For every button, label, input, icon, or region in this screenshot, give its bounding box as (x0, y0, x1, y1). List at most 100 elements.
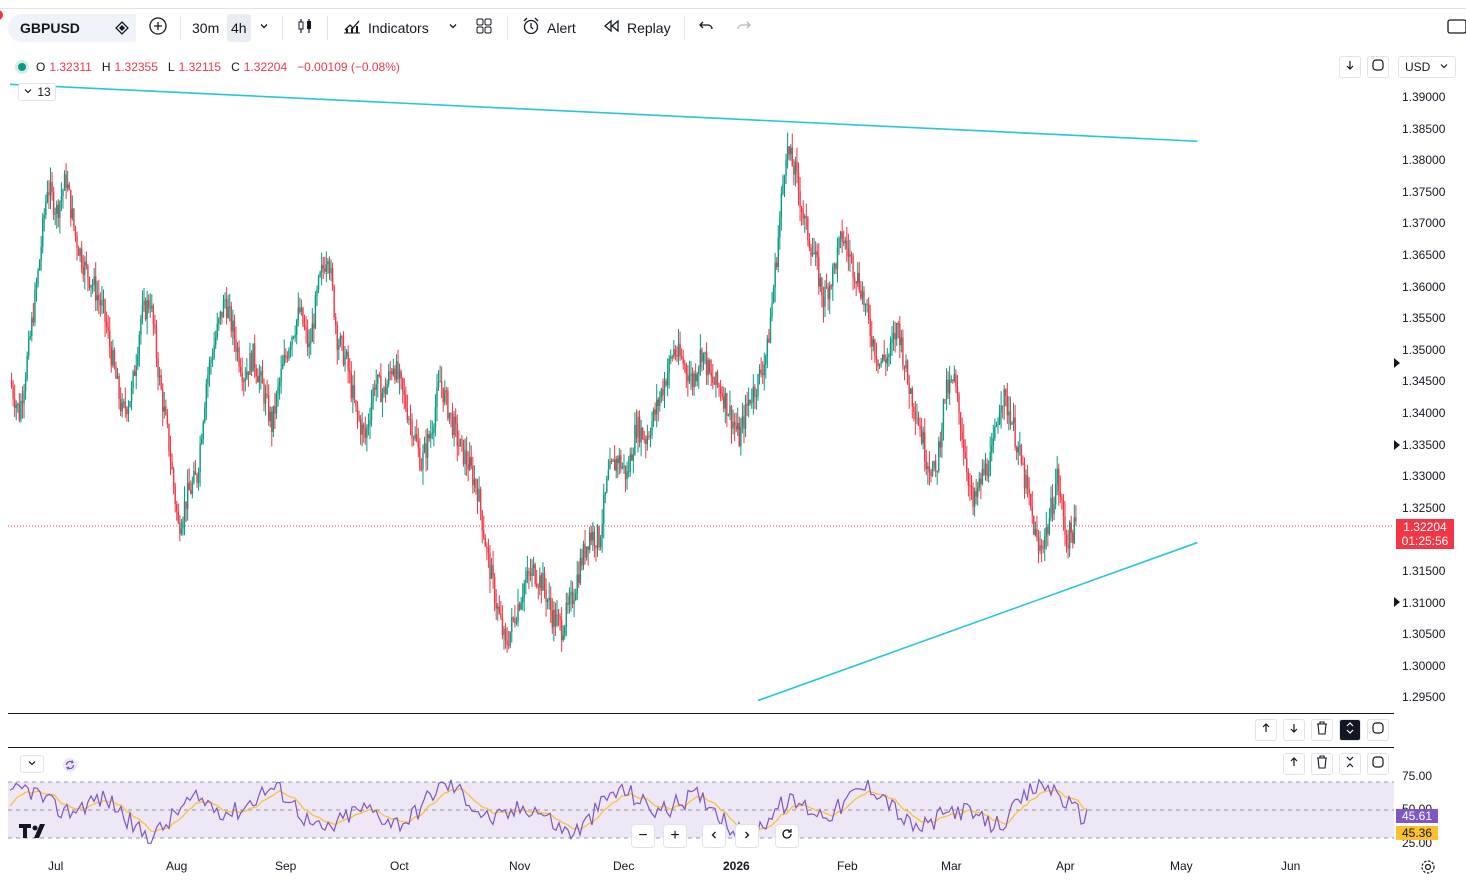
candle-body (76, 236, 78, 249)
alarm-clock-icon (521, 16, 541, 40)
diamond-icon[interactable] (114, 20, 130, 40)
candle-body (970, 485, 973, 488)
delete-pane-button[interactable] (1311, 719, 1333, 741)
trendline[interactable] (9, 83, 1198, 143)
rsi-delete-button[interactable] (1311, 753, 1333, 775)
candle-body (219, 311, 222, 319)
layouts-button[interactable] (474, 14, 494, 42)
candle-body (18, 403, 21, 420)
candle-body (1053, 504, 1055, 514)
candle-body (835, 263, 837, 270)
candle-body (841, 231, 843, 242)
candle-body (59, 201, 61, 218)
candle-body (373, 387, 376, 390)
candle-body (899, 323, 901, 346)
fullscreen-button[interactable] (1446, 14, 1466, 42)
candle-body (414, 434, 416, 439)
time-axis-label: 2026 (723, 859, 750, 873)
candle-body (127, 406, 130, 415)
candle-body (930, 472, 932, 477)
reset-chart-button[interactable] (775, 824, 799, 848)
candle-body (710, 372, 712, 377)
scroll-down-button[interactable] (1339, 56, 1361, 78)
candle-body (746, 403, 748, 406)
rsi-move-up-button[interactable] (1283, 753, 1305, 775)
scroll-right-button[interactable] (735, 824, 759, 848)
candle-body (324, 268, 326, 272)
candle-body (595, 546, 597, 548)
interval-dropdown-button[interactable] (258, 14, 270, 42)
rsi-maximize-button[interactable] (1367, 753, 1389, 775)
candle-body (356, 406, 359, 416)
interval-4h-button[interactable]: 4h (227, 14, 251, 42)
interval-30m-button[interactable]: 30m (192, 14, 219, 42)
rsi-source-icon[interactable] (62, 757, 78, 778)
indicators-dropdown-button[interactable] (447, 14, 459, 42)
candle-body (194, 471, 197, 475)
zoom-out-button[interactable]: − (631, 824, 655, 848)
candle-body (782, 183, 784, 194)
compare-add-button[interactable] (148, 14, 168, 42)
rsi-collapse-pane-button[interactable] (1339, 753, 1361, 775)
tradingview-logo[interactable] (18, 822, 52, 845)
candle-body (713, 382, 716, 385)
pane-divider[interactable] (8, 713, 1394, 714)
candle-body (172, 469, 175, 487)
maximize-pane-button[interactable] (1367, 56, 1389, 78)
candle-body (188, 482, 190, 491)
change-value: −0.00109 (−0.08%) (297, 60, 400, 74)
candle-body (531, 568, 533, 577)
zoom-in-button[interactable]: + (663, 824, 687, 848)
candle-body (913, 406, 915, 412)
candle-body (339, 336, 342, 345)
candle-body (119, 398, 122, 412)
legend-collapse-button[interactable]: 13 (18, 83, 56, 101)
candle-body (749, 399, 751, 404)
candle-body (922, 432, 924, 444)
pane-divider[interactable] (8, 747, 1394, 748)
candle-body (626, 471, 628, 480)
candle-body (556, 614, 558, 626)
settings-button[interactable] (1420, 859, 1436, 880)
candle-body (88, 277, 91, 288)
candle-body (599, 537, 602, 548)
candle-body (715, 372, 717, 385)
move-pane-up-button[interactable] (1255, 719, 1277, 741)
candle-body (249, 353, 251, 375)
candle-body (398, 371, 401, 379)
maximize-pane-button[interactable] (1367, 719, 1389, 741)
currency-select[interactable]: USD (1398, 56, 1456, 78)
candle-body (426, 434, 429, 458)
symbol-search-button[interactable]: GBPUSD (8, 14, 136, 42)
candle-body (906, 360, 909, 383)
candle-body (56, 204, 58, 214)
trendline[interactable] (757, 541, 1198, 702)
candle-body (40, 246, 42, 261)
candle-body (200, 439, 203, 444)
candle-body (816, 251, 818, 258)
chart-type-button[interactable] (295, 14, 315, 42)
candle-body (677, 343, 680, 357)
move-pane-down-button[interactable] (1283, 719, 1305, 741)
candle-body (649, 435, 652, 437)
replay-button[interactable]: Replay (601, 14, 671, 42)
candle-body (627, 471, 630, 473)
candle-body (503, 629, 505, 636)
plus-circle-icon (148, 16, 168, 40)
candle-body (765, 355, 767, 365)
candle-body (1028, 488, 1030, 495)
candle-body (846, 240, 848, 249)
collapse-pane-button[interactable] (1339, 719, 1361, 741)
scroll-left-button[interactable] (702, 824, 726, 848)
indicators-button[interactable]: Indicators (342, 14, 429, 42)
candle-body (732, 421, 734, 429)
candle-body (383, 387, 385, 393)
candle-body (726, 393, 728, 416)
alert-button[interactable]: Alert (521, 14, 576, 42)
rsi-collapse-button[interactable] (20, 755, 44, 773)
reset-icon (780, 827, 794, 845)
candle-body (384, 387, 387, 395)
undo-button[interactable] (697, 14, 715, 42)
redo-button[interactable] (735, 14, 753, 42)
